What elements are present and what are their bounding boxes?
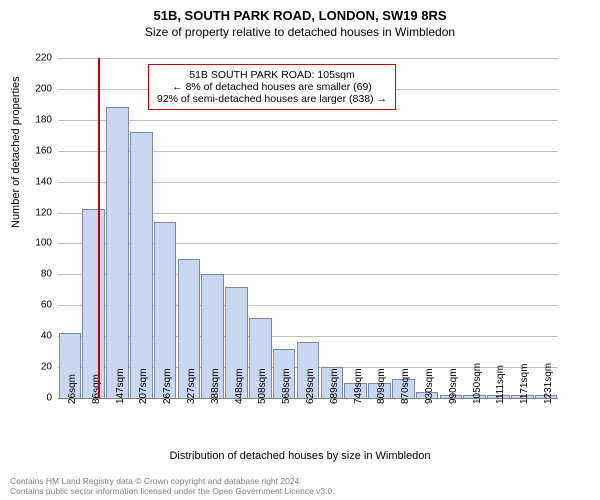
legal-line1: Contains HM Land Registry data © Crown c… <box>10 476 335 486</box>
gridline <box>58 58 558 59</box>
property-marker-line <box>98 58 100 398</box>
x-tick-label: 990sqm <box>448 368 459 404</box>
x-tick-label: 26sqm <box>67 374 78 404</box>
chart-title-line2: Size of property relative to detached ho… <box>0 23 600 39</box>
y-tick-label: 20 <box>12 362 52 373</box>
x-tick-label: 1111sqm <box>495 365 506 404</box>
annotation-line1: 51B SOUTH PARK ROAD: 105sqm <box>157 69 387 81</box>
histogram-bar <box>130 132 153 398</box>
x-tick-label: 749sqm <box>353 368 364 404</box>
annotation-line3: 92% of semi-detached houses are larger (… <box>157 93 387 105</box>
y-tick-label: 60 <box>12 300 52 311</box>
y-tick-label: 0 <box>12 393 52 404</box>
x-tick-label: 207sqm <box>138 368 149 404</box>
plot-area: 02040608010012014016018020022026sqm86sqm… <box>58 58 558 398</box>
x-tick-label: 930sqm <box>424 368 435 404</box>
legal-footer: Contains HM Land Registry data © Crown c… <box>10 476 335 496</box>
x-tick-label: 448sqm <box>234 368 245 404</box>
y-tick-label: 180 <box>12 114 52 125</box>
chart-container: 51B, SOUTH PARK ROAD, LONDON, SW19 8RS S… <box>0 0 600 500</box>
histogram-bar <box>82 209 105 398</box>
x-tick-label: 809sqm <box>376 368 387 404</box>
annotation-box: 51B SOUTH PARK ROAD: 105sqm ← 8% of deta… <box>148 64 396 110</box>
x-tick-label: 86sqm <box>91 374 102 404</box>
y-tick-label: 140 <box>12 176 52 187</box>
chart-title-line1: 51B, SOUTH PARK ROAD, LONDON, SW19 8RS <box>0 0 600 23</box>
x-tick-label: 689sqm <box>329 368 340 404</box>
y-tick-label: 40 <box>12 331 52 342</box>
y-tick-label: 200 <box>12 83 52 94</box>
x-tick-label: 267sqm <box>162 368 173 404</box>
x-tick-label: 568sqm <box>281 368 292 404</box>
y-tick-label: 120 <box>12 207 52 218</box>
x-tick-label: 388sqm <box>210 368 221 404</box>
x-tick-label: 1050sqm <box>472 363 483 404</box>
gridline <box>58 120 558 121</box>
x-tick-label: 1171sqm <box>519 364 530 404</box>
y-tick-label: 160 <box>12 145 52 156</box>
x-tick-label: 870sqm <box>400 368 411 404</box>
x-tick-label: 508sqm <box>257 368 268 404</box>
x-axis-title: Distribution of detached houses by size … <box>0 450 600 462</box>
x-tick-label: 1231sqm <box>543 363 554 404</box>
y-tick-label: 100 <box>12 238 52 249</box>
histogram-bar <box>106 107 129 398</box>
legal-line2: Contains public sector information licen… <box>10 486 335 496</box>
y-tick-label: 220 <box>12 53 52 64</box>
x-tick-label: 327sqm <box>186 368 197 404</box>
x-tick-label: 629sqm <box>305 368 316 404</box>
y-tick-label: 80 <box>12 269 52 280</box>
annotation-line2: ← 8% of detached houses are smaller (69) <box>157 81 387 93</box>
x-tick-label: 147sqm <box>115 368 126 404</box>
